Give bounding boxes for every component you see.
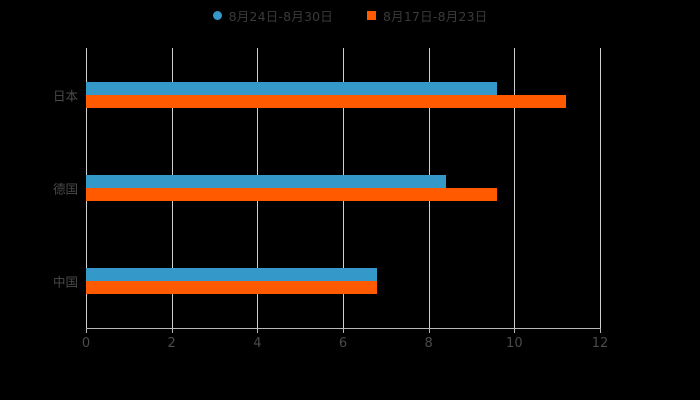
y-tick-label: 日本 — [52, 88, 78, 104]
plot-area — [86, 48, 601, 328]
bar-日本-series-1[interactable] — [86, 81, 498, 95]
bar-中国-series-2[interactable] — [86, 281, 378, 295]
x-tick-mark — [171, 328, 173, 333]
legend-item-series-2[interactable]: 8月17日-8月23日 — [367, 6, 487, 25]
bar-德国-series-1[interactable] — [86, 175, 446, 188]
legend-marker-square-icon — [367, 11, 376, 20]
legend-label-series-2: 8月17日-8月23日 — [383, 9, 488, 24]
legend-item-series-1[interactable]: 8月24日-8月30日 — [212, 6, 333, 25]
x-gridline — [600, 48, 601, 328]
x-gridline — [514, 48, 516, 328]
x-tick-label: 10 — [506, 336, 523, 351]
chart-legend: 8月24日-8月30日 8月17日-8月23日 — [0, 6, 700, 25]
legend-label-series-1: 8月24日-8月30日 — [228, 9, 333, 24]
x-tick-label: 8 — [424, 336, 433, 351]
bar-日本-series-2[interactable] — [86, 94, 566, 108]
x-tick-label: 12 — [591, 336, 609, 351]
x-tick-mark — [343, 328, 344, 333]
legend-marker-circle-icon — [212, 11, 222, 20]
x-tick-mark — [86, 328, 87, 333]
x-tick-mark — [428, 328, 430, 333]
x-tick-mark — [257, 328, 259, 333]
bar-中国-series-1[interactable] — [86, 268, 378, 282]
y-tick-label: 德国 — [52, 181, 78, 197]
y-tick-label: 中国 — [52, 274, 78, 290]
x-tick-label: 0 — [81, 336, 91, 351]
x-tick-label: 4 — [253, 336, 262, 351]
bar-德国-series-2[interactable] — [86, 188, 498, 201]
x-tick-label: 6 — [338, 336, 348, 351]
x-tick-mark — [514, 328, 516, 333]
x-tick-mark — [600, 328, 601, 333]
x-tick-label: 2 — [167, 336, 176, 351]
